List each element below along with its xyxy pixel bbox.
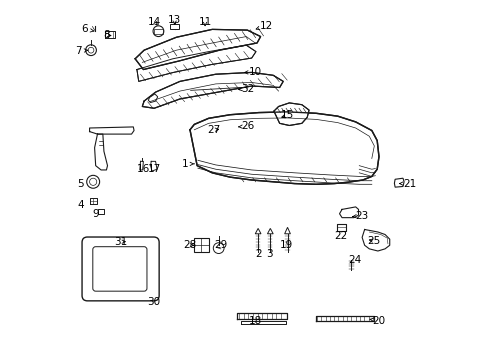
Text: 24: 24 <box>347 255 361 265</box>
Text: 22: 22 <box>333 231 346 240</box>
Text: 1: 1 <box>182 159 194 169</box>
Text: 29: 29 <box>214 240 227 250</box>
Text: 12: 12 <box>256 21 272 31</box>
Text: 15: 15 <box>280 111 294 121</box>
Text: 13: 13 <box>167 15 181 26</box>
Text: 3: 3 <box>266 248 272 258</box>
Text: 28: 28 <box>183 240 196 250</box>
Text: 25: 25 <box>367 236 380 246</box>
Text: 10: 10 <box>244 67 261 77</box>
Polygon shape <box>267 228 273 234</box>
Polygon shape <box>284 227 290 234</box>
Polygon shape <box>394 178 403 187</box>
Text: 14: 14 <box>148 17 161 27</box>
Text: 16: 16 <box>137 164 150 174</box>
Text: 17: 17 <box>147 164 161 174</box>
Polygon shape <box>193 238 209 252</box>
Polygon shape <box>137 45 255 81</box>
Polygon shape <box>190 112 378 184</box>
Polygon shape <box>255 228 261 234</box>
Text: 20: 20 <box>369 316 385 325</box>
Text: 19: 19 <box>280 239 293 249</box>
Circle shape <box>328 153 332 157</box>
Text: 32: 32 <box>238 84 254 94</box>
Text: 5: 5 <box>77 179 83 189</box>
Text: 18: 18 <box>248 316 262 325</box>
Text: 4: 4 <box>77 200 83 210</box>
Polygon shape <box>169 24 179 29</box>
Text: 7: 7 <box>75 46 88 56</box>
Text: 23: 23 <box>352 211 368 221</box>
Polygon shape <box>135 30 260 69</box>
Text: 27: 27 <box>207 125 220 135</box>
FancyBboxPatch shape <box>93 247 147 291</box>
Text: 11: 11 <box>198 17 211 27</box>
FancyBboxPatch shape <box>82 237 159 301</box>
Text: 2: 2 <box>255 248 262 258</box>
Polygon shape <box>142 72 283 108</box>
Text: 9: 9 <box>92 209 99 219</box>
Text: 26: 26 <box>238 121 254 131</box>
Polygon shape <box>273 103 308 126</box>
Text: 21: 21 <box>399 179 415 189</box>
Text: 8: 8 <box>103 30 111 40</box>
Text: 30: 30 <box>147 297 161 307</box>
Text: 31: 31 <box>114 237 127 247</box>
Text: 6: 6 <box>81 24 94 35</box>
